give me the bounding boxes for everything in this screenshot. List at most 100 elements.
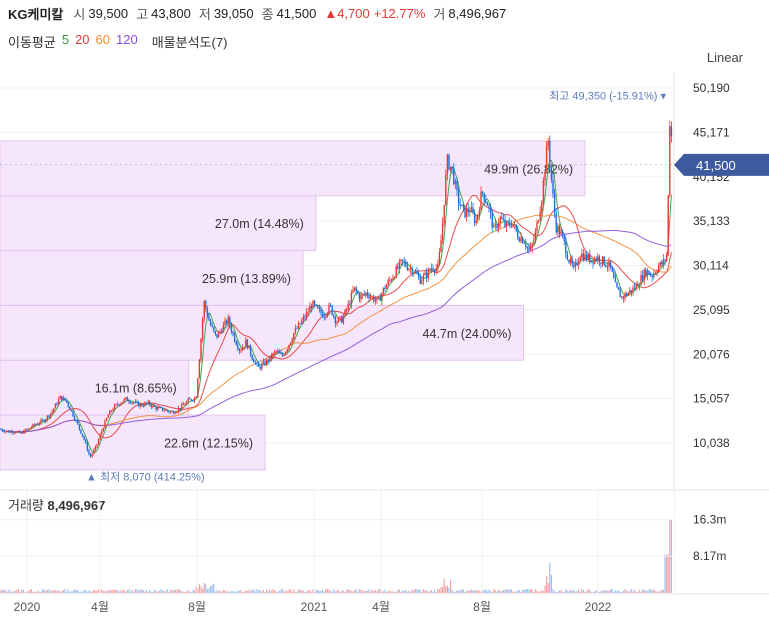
price-tick-label: 30,114 — [693, 259, 729, 273]
candle-body — [505, 221, 508, 227]
candle-body — [481, 191, 484, 194]
candle-body — [592, 260, 594, 264]
candle-body — [313, 300, 316, 305]
candle-body — [336, 322, 338, 324]
volume-bar — [80, 591, 82, 593]
volume-bar — [179, 589, 181, 593]
candle-body — [249, 345, 252, 355]
volume-bar — [128, 589, 130, 593]
volume-bar — [50, 590, 52, 593]
volume-bar — [240, 589, 242, 593]
candle-body — [525, 243, 527, 248]
candle-body — [529, 247, 532, 251]
volume-bar — [219, 590, 221, 593]
volume-bar — [264, 591, 266, 593]
candle-body — [400, 259, 402, 262]
candle-body — [145, 402, 148, 404]
volume-bar — [560, 589, 562, 593]
volume-bar — [216, 590, 218, 593]
volume-bar — [557, 591, 559, 593]
volume-bar — [368, 589, 370, 593]
volume-bar — [600, 590, 602, 593]
volume-bar — [157, 591, 159, 593]
candle-body — [657, 266, 660, 272]
candle-body — [533, 239, 535, 244]
volume-bar — [581, 589, 583, 593]
candle-body — [309, 306, 311, 312]
candle-body — [254, 362, 257, 364]
candle-body — [395, 266, 397, 278]
candle-body — [603, 256, 605, 266]
candle-body — [451, 166, 453, 168]
volume-bar — [8, 589, 10, 593]
volume-bar — [320, 590, 322, 593]
volume-bar — [589, 589, 591, 593]
volume-bar — [640, 591, 642, 593]
candle-body — [73, 416, 76, 421]
volume-bar — [325, 589, 327, 593]
candle-body — [517, 230, 519, 239]
ma-5-label: 5 — [61, 32, 70, 47]
candle-body — [253, 359, 255, 363]
candle-body — [467, 208, 469, 213]
candle-body — [392, 277, 394, 281]
volume-bar — [355, 589, 357, 593]
candle-body — [448, 155, 450, 170]
candle-body — [163, 410, 165, 412]
volume-bar — [648, 589, 650, 593]
volume-bar — [664, 554, 666, 593]
candle-body — [201, 319, 204, 339]
volume-bar — [530, 589, 532, 593]
volume-bar — [250, 591, 252, 593]
time-tick-label: 2020 — [14, 600, 41, 614]
candle-body — [419, 276, 421, 284]
volume-bar — [294, 591, 296, 593]
candle-body — [541, 201, 543, 212]
candle-body — [192, 400, 194, 402]
ma-legend[interactable]: 이동평균 5 20 60 120 매물분석도(7) — [8, 32, 227, 51]
quote-header: KG케미칼 시 39,500 고 43,800 저 39,050 종 41,50… — [8, 2, 514, 24]
candle-body — [158, 407, 161, 408]
volume-bar — [149, 589, 151, 593]
candle-body — [438, 252, 441, 265]
volume-bar — [627, 591, 629, 593]
volume-bar — [261, 591, 263, 593]
candle-body — [560, 231, 562, 235]
scale-toggle-button[interactable]: Linear — [706, 50, 743, 65]
candle-body — [224, 320, 226, 325]
volume-bar — [472, 590, 474, 593]
candle-body — [584, 254, 586, 261]
volume-bar — [526, 589, 528, 593]
candle-body — [427, 269, 429, 279]
volume-bar — [654, 590, 656, 593]
volume-bar — [178, 589, 180, 593]
candle-body — [189, 398, 191, 400]
candle-body — [291, 339, 293, 343]
volume-bar — [24, 591, 26, 593]
volume-bar — [398, 589, 400, 593]
volume-bar — [501, 590, 503, 593]
candle-body — [214, 330, 217, 335]
volume-bar — [246, 591, 248, 593]
volume-bar — [646, 591, 648, 593]
candle-body — [43, 420, 45, 422]
volume-bar — [166, 589, 168, 593]
candle-body — [246, 339, 249, 349]
volume-bar — [267, 591, 269, 593]
candle-body — [542, 180, 545, 202]
volume-bar — [354, 590, 356, 593]
candle-body — [51, 411, 53, 414]
open-value: 39,500 — [88, 5, 129, 21]
candle-body — [358, 293, 361, 300]
volume-bar — [194, 590, 196, 593]
candle-body — [318, 308, 321, 310]
volume-bar — [466, 591, 468, 593]
candle-body — [547, 141, 549, 146]
candle-body — [289, 342, 292, 345]
volume-bar — [437, 589, 439, 593]
candle-body — [301, 320, 303, 324]
volume-bar — [491, 592, 493, 593]
candle-body — [200, 338, 202, 360]
candle-body — [35, 423, 37, 425]
